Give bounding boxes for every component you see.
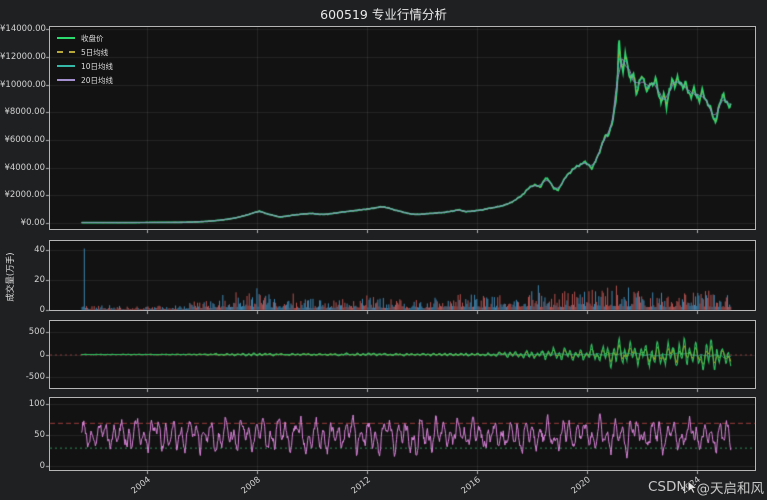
price-y-tick-label: ¥6000.00 <box>4 135 45 146</box>
oscillator-y-tick-label: -500 <box>25 371 45 382</box>
price-y-tick-label: ¥0.00 <box>20 217 45 228</box>
oscillator-y-tick-label: 500 <box>28 327 45 338</box>
legend-label: 5日均线 <box>81 47 109 57</box>
legend-line-sample <box>57 65 75 67</box>
watermark-user-text: @天启和风 <box>696 481 765 497</box>
price-y-tick-label: ¥4000.00 <box>4 162 45 173</box>
volume-y-tick-label: 0 <box>39 305 45 315</box>
legend-label: 20日均线 <box>81 75 114 85</box>
oscillator-y-tick-label: 0 <box>39 349 45 360</box>
legend-item: 5日均线 <box>57 47 113 57</box>
legend-line-sample <box>57 37 75 39</box>
price-y-tick-label: ¥2000.00 <box>4 190 45 201</box>
legend-item: 10日均线 <box>57 61 113 71</box>
rsi-y-tick-label: 100 <box>28 399 45 410</box>
price-y-tick-label: ¥12000.00 <box>0 52 46 63</box>
price-y-tick-label: ¥14000.00 <box>0 24 46 35</box>
watermark: CSDN @天启和风 <box>648 477 764 497</box>
rsi-y-tick-label: 0 <box>39 461 45 472</box>
mouse-cursor-icon <box>687 479 698 494</box>
rsi-y-tick-label: 50 <box>34 430 45 441</box>
legend-item: 20日均线 <box>57 75 113 85</box>
price-y-tick-label: ¥8000.00 <box>4 107 45 118</box>
price-legend: 收盘价 5日均线 10日均线 20日均线 <box>57 33 113 89</box>
legend-item: 收盘价 <box>57 33 113 43</box>
volume-y-tick-label: 40 <box>34 245 45 255</box>
legend-line-sample <box>57 51 75 53</box>
legend-label: 10日均线 <box>81 61 114 71</box>
legend-line-sample <box>57 79 75 81</box>
legend-label: 收盘价 <box>81 33 104 43</box>
watermark-csdn-text: CSDN <box>648 479 687 495</box>
price-y-tick-label: ¥10000.00 <box>0 79 46 90</box>
volume-y-tick-label: 20 <box>34 275 45 285</box>
